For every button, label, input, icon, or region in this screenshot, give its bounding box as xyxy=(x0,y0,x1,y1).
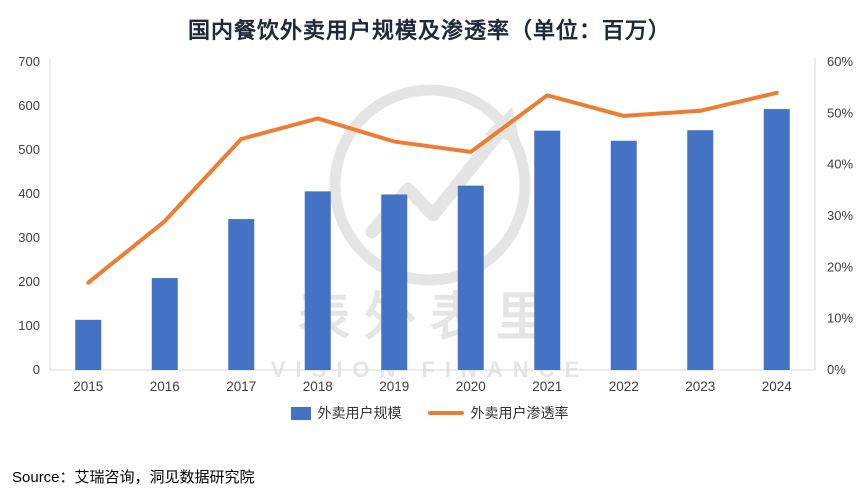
x-axis-label-2023: 2023 xyxy=(685,379,715,394)
bar-swatch-icon xyxy=(290,406,311,420)
bar-2024 xyxy=(763,109,790,370)
right-axis-tick-label: 40% xyxy=(827,157,853,172)
legend-item-bar-series: 外卖用户规模 xyxy=(290,403,402,423)
left-axis-tick-label: 500 xyxy=(18,142,40,157)
penetration-rate-line xyxy=(86,90,779,285)
right-axis-tick-label: 30% xyxy=(827,208,853,223)
bar-2023 xyxy=(687,130,714,370)
left-axis-tick-label: 200 xyxy=(18,274,40,289)
left-axis-tick-label: 700 xyxy=(18,54,40,69)
left-axis-tick-label: 0 xyxy=(33,362,40,377)
watermark-name: 表外表里 xyxy=(298,289,562,347)
left-axis-tick-label: 300 xyxy=(18,230,40,245)
bar-2017 xyxy=(228,219,255,370)
bar-2018 xyxy=(304,191,331,370)
bar-2020 xyxy=(457,185,484,370)
bar-2016 xyxy=(151,278,178,370)
left-axis-tick-label: 400 xyxy=(18,186,40,201)
left-axis-tick-label: 600 xyxy=(18,98,40,113)
right-axis-tick-label: 60% xyxy=(827,54,853,69)
right-axis-tick-label: 0% xyxy=(827,362,846,377)
legend-item-line-series: 外卖用户渗透率 xyxy=(427,403,569,423)
source-note: Source：艾瑞咨询，洞见数据研究院 xyxy=(12,469,255,486)
x-axis-label-2018: 2018 xyxy=(303,379,333,394)
x-axis-label-2024: 2024 xyxy=(762,379,793,394)
right-axis-tick-label: 50% xyxy=(827,105,853,120)
x-axis-label-2017: 2017 xyxy=(226,379,256,394)
bar-2019 xyxy=(381,194,408,370)
legend-label-bar: 外卖用户规模 xyxy=(317,405,402,421)
right-axis-tick-label: 10% xyxy=(827,311,853,326)
x-axis-label-2021: 2021 xyxy=(532,379,562,394)
x-axis-label-2019: 2019 xyxy=(379,379,409,394)
legend-label-line: 外卖用户渗透率 xyxy=(470,405,569,421)
watermark-circle-icon xyxy=(329,84,531,286)
x-axis-label-2016: 2016 xyxy=(150,379,180,394)
bar-2021 xyxy=(534,130,561,370)
right-axis-tick-label: 20% xyxy=(827,259,853,274)
left-axis-tick-label: 100 xyxy=(18,318,40,333)
chart-legend: 外卖用户规模 外卖用户渗透率 xyxy=(0,401,859,425)
line-swatch-icon xyxy=(427,411,464,415)
chart-title: 国内餐饮外卖用户规模及渗透率（单位：百万） xyxy=(187,18,671,43)
x-axis-label-2015: 2015 xyxy=(73,379,103,394)
bar-2022 xyxy=(610,140,637,370)
bar-2015 xyxy=(75,319,102,370)
x-axis-label-2020: 2020 xyxy=(456,379,486,394)
x-axis-label-2022: 2022 xyxy=(609,379,639,394)
